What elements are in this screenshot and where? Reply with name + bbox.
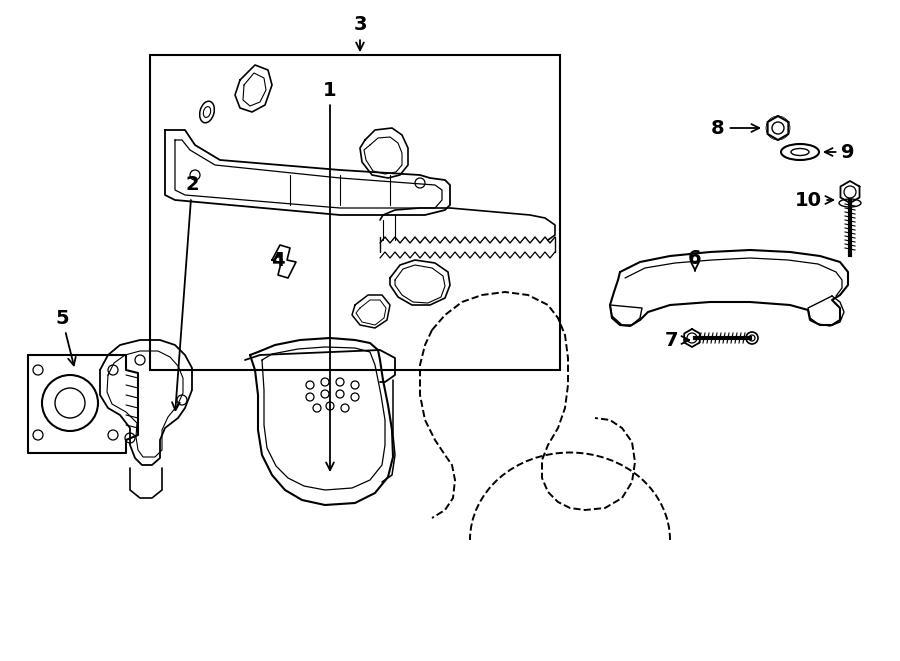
Text: 6: 6 xyxy=(688,249,702,270)
Bar xyxy=(150,55,560,370)
Text: 9: 9 xyxy=(824,143,855,161)
Text: 1: 1 xyxy=(323,81,337,470)
Text: 10: 10 xyxy=(795,190,833,210)
Text: 8: 8 xyxy=(711,118,760,137)
Text: 7: 7 xyxy=(665,330,689,350)
Text: 5: 5 xyxy=(55,309,76,366)
Text: 3: 3 xyxy=(353,15,367,50)
Text: 4: 4 xyxy=(271,251,284,270)
Text: 2: 2 xyxy=(172,176,199,410)
